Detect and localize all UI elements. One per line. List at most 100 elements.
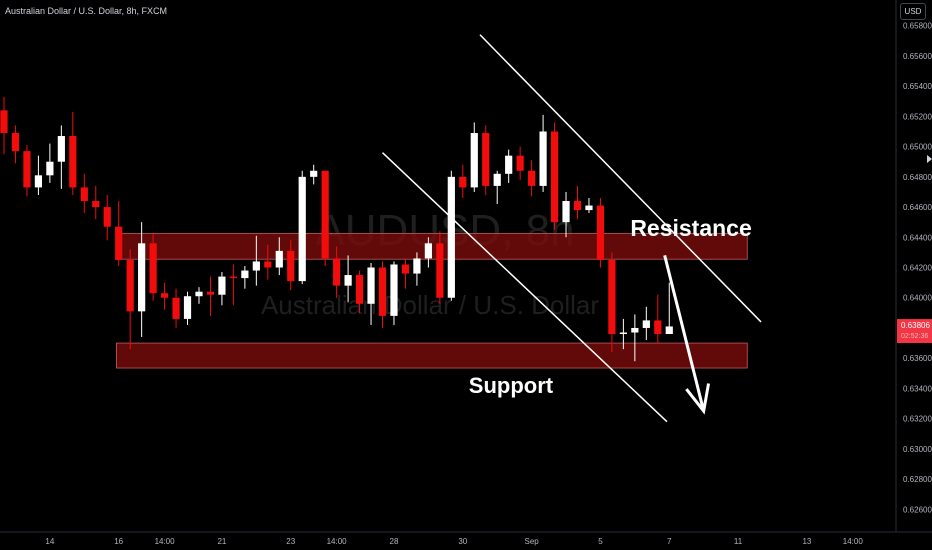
currency-button[interactable]: USD [900,3,926,20]
candle[interactable] [103,194,111,241]
candle-body [11,133,20,152]
candle[interactable] [34,155,43,195]
time-axis[interactable]: 14 16 14:00 21 23 14:00 28 30 Sep 5 7 11 13 14:00 [45,537,863,546]
candle[interactable] [275,237,283,276]
candle[interactable] [665,282,673,335]
candle[interactable] [218,272,226,306]
candle[interactable] [183,291,192,325]
candle[interactable] [528,160,536,197]
candle[interactable] [436,231,444,304]
forecast-arrow[interactable] [663,255,711,415]
candle[interactable] [0,96,8,155]
candle[interactable] [344,255,352,303]
candle[interactable] [470,122,478,192]
candle-body [0,110,8,133]
candle[interactable] [573,185,582,220]
candle-body [195,291,203,297]
last-price-label-bg [897,319,932,344]
candle[interactable] [390,261,398,325]
candle[interactable] [516,146,524,180]
scroll-marker-icon[interactable] [927,155,932,163]
candle[interactable] [333,246,341,298]
candle[interactable] [23,145,31,197]
candle-body [264,261,272,268]
candle[interactable] [562,191,570,238]
candle[interactable] [149,234,157,301]
x-tick-label: 21 [217,537,226,546]
candle[interactable] [367,262,375,325]
candle-body [447,176,455,298]
y-tick-label: 0.62800 [903,475,932,484]
candle[interactable] [482,125,490,195]
candle-body [516,155,524,171]
candle-body [80,187,88,202]
candle[interactable] [241,266,249,289]
candle[interactable] [298,170,306,285]
candle[interactable] [11,125,20,164]
candle[interactable] [264,244,272,280]
x-tick-label: 28 [390,537,399,546]
candle[interactable] [378,261,387,328]
candle-body [310,170,318,177]
candle[interactable] [287,240,295,291]
last-price-label: 0.63806 02:52:36 [897,319,932,344]
candle[interactable] [321,170,329,266]
candle-body [321,170,329,259]
candle[interactable] [539,114,547,192]
candle[interactable] [46,143,54,183]
support-zone[interactable] [116,342,748,369]
y-tick-label: 0.62600 [903,505,932,514]
y-tick-label: 0.64200 [903,264,932,273]
candle[interactable] [585,197,593,214]
candle-body [528,170,536,186]
candle[interactable] [115,201,123,266]
channel-upper[interactable] [479,34,762,323]
candle[interactable] [206,276,215,316]
candle[interactable] [172,288,180,328]
candle[interactable] [642,306,650,341]
y-tick-label: 0.65600 [903,52,932,61]
candle[interactable] [57,125,65,189]
candle[interactable] [92,185,100,220]
candle[interactable] [69,111,77,195]
candle[interactable] [493,170,501,205]
candle[interactable] [310,164,318,185]
candle[interactable] [447,170,455,301]
candle[interactable] [252,235,260,286]
candle-body [115,226,123,260]
candle[interactable] [160,282,169,310]
candle[interactable] [424,237,432,268]
candle[interactable] [401,258,410,289]
candle[interactable] [596,197,605,268]
candle[interactable] [195,287,203,304]
last-price-countdown: 02:52:36 [901,333,928,340]
candle[interactable] [413,252,421,286]
candle-body [642,320,650,328]
candle-body [103,207,111,227]
candle-body [482,133,490,186]
candle[interactable] [126,249,134,350]
channel-lower[interactable] [381,152,668,423]
candle-body [46,161,54,176]
candle[interactable] [550,122,559,230]
y-tick-label: 0.65800 [903,22,932,31]
candle[interactable] [229,264,237,306]
candle[interactable] [355,270,364,313]
forecast-arrow-head [685,383,711,415]
support-label: Support [469,373,554,398]
candle[interactable] [505,149,513,183]
candle-body [241,270,249,279]
candle-body [333,258,341,286]
candle[interactable] [459,164,467,198]
candle-body [470,133,478,188]
candle[interactable] [654,294,662,344]
y-tick-label: 0.65400 [903,82,932,91]
candle[interactable] [608,252,616,353]
candle-body [665,326,673,335]
candle[interactable] [80,173,88,214]
candle[interactable] [619,318,627,350]
candle[interactable] [138,222,146,338]
price-axis[interactable]: 0.62600 0.62800 0.63000 0.63200 0.63400 0.636… [903,22,932,515]
candle[interactable] [631,314,639,362]
